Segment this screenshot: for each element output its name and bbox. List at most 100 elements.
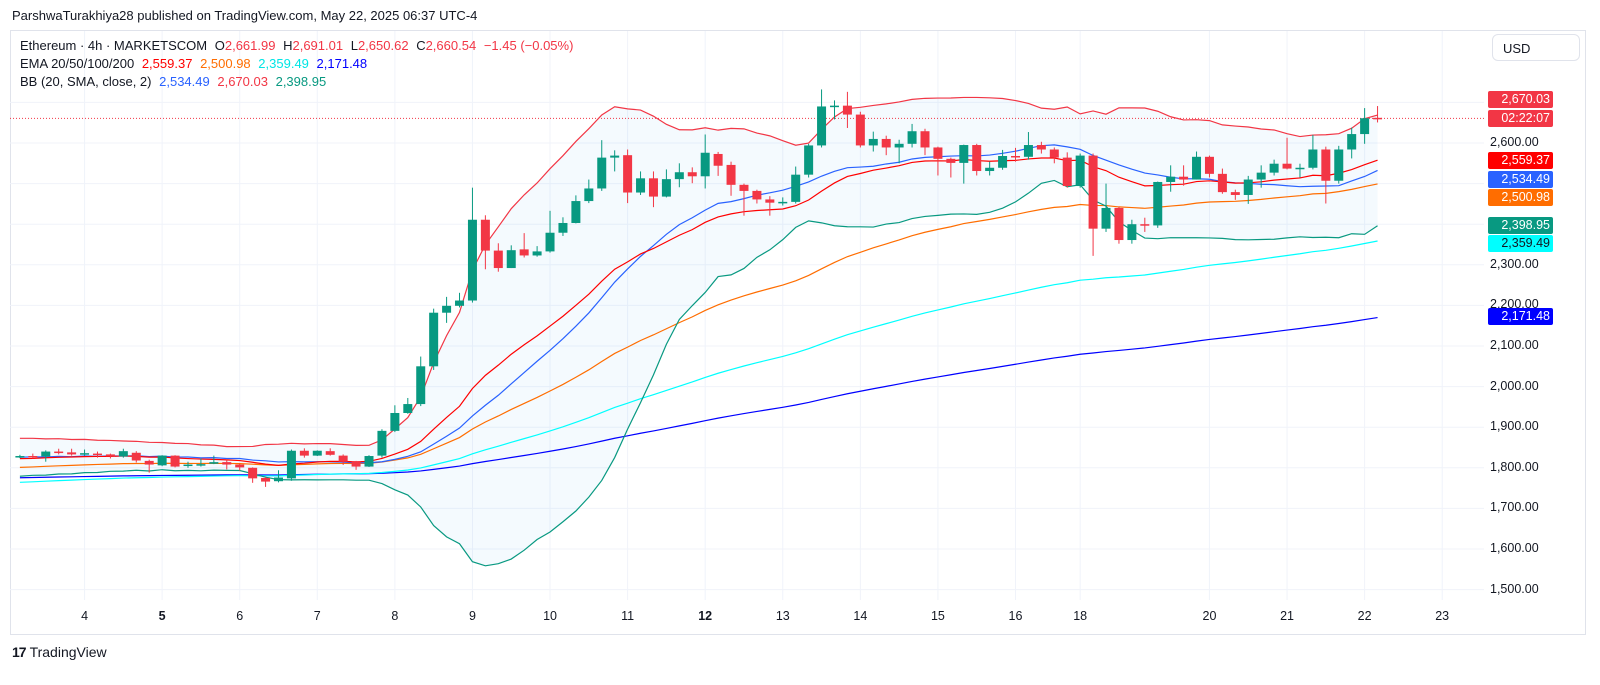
candle[interactable] xyxy=(623,149,633,204)
candle[interactable] xyxy=(1347,127,1357,159)
candle[interactable] xyxy=(351,460,361,470)
candle[interactable] xyxy=(54,448,64,455)
candle[interactable] xyxy=(674,163,684,188)
candle[interactable] xyxy=(610,150,620,172)
candle[interactable] xyxy=(791,166,801,204)
candle[interactable] xyxy=(299,448,309,458)
candle[interactable] xyxy=(1166,165,1176,192)
candle[interactable] xyxy=(584,179,594,204)
candle[interactable] xyxy=(1295,163,1305,178)
candle[interactable] xyxy=(1140,217,1150,232)
candle[interactable] xyxy=(1282,137,1292,170)
candle[interactable] xyxy=(1373,106,1383,123)
candle[interactable] xyxy=(894,139,904,164)
candle[interactable] xyxy=(286,449,296,481)
candle[interactable] xyxy=(1321,146,1331,204)
candle[interactable] xyxy=(597,140,607,191)
candle[interactable] xyxy=(480,215,490,270)
candle[interactable] xyxy=(131,451,141,463)
candle[interactable] xyxy=(1269,159,1279,176)
candle[interactable] xyxy=(455,292,465,308)
candle[interactable] xyxy=(1036,141,1046,154)
candle[interactable] xyxy=(1114,206,1124,244)
candle[interactable] xyxy=(1127,219,1137,244)
candle[interactable] xyxy=(144,459,154,473)
candle[interactable] xyxy=(752,189,762,204)
candle[interactable] xyxy=(881,135,891,156)
candle[interactable] xyxy=(209,455,219,465)
currency-button[interactable]: USD xyxy=(1492,34,1580,61)
candle[interactable] xyxy=(105,453,115,459)
candle[interactable] xyxy=(312,450,322,457)
candle[interactable] xyxy=(67,448,77,456)
candle[interactable] xyxy=(855,111,865,148)
candle[interactable] xyxy=(842,91,852,128)
candle[interactable] xyxy=(28,453,38,459)
candle[interactable] xyxy=(1011,147,1021,162)
legend-bb-row[interactable]: BB (20, SMA, close, 2) 2,534.49 2,670.03… xyxy=(20,74,330,89)
candle[interactable] xyxy=(118,448,128,458)
candle[interactable] xyxy=(183,461,193,468)
candle[interactable] xyxy=(713,151,723,176)
candle[interactable] xyxy=(416,356,426,407)
candle[interactable] xyxy=(532,246,542,257)
candle[interactable] xyxy=(429,308,439,370)
legend-ema-row[interactable]: EMA 20/50/100/200 2,559.37 2,500.98 2,35… xyxy=(20,56,371,71)
candle[interactable] xyxy=(1062,152,1072,188)
candle[interactable] xyxy=(274,470,283,483)
candle[interactable] xyxy=(92,451,102,458)
candle[interactable] xyxy=(222,459,232,470)
candle[interactable] xyxy=(1204,155,1214,178)
candle[interactable] xyxy=(170,455,180,468)
candle[interactable] xyxy=(571,195,581,224)
candle[interactable] xyxy=(648,171,658,208)
candle[interactable] xyxy=(778,197,788,206)
candle[interactable] xyxy=(1075,153,1085,188)
candle[interactable] xyxy=(41,450,51,462)
candle[interactable] xyxy=(907,123,917,148)
candle[interactable] xyxy=(248,467,258,483)
legend-symbol-row[interactable]: Ethereum · 4h · MARKETSCOM O2,661.99 H2,… xyxy=(20,38,577,53)
candle[interactable] xyxy=(519,233,529,258)
candle[interactable] xyxy=(403,397,413,414)
candle[interactable] xyxy=(829,100,839,120)
candle[interactable] xyxy=(1360,108,1370,144)
candle[interactable] xyxy=(661,169,671,198)
ema-label[interactable]: EMA 20/50/100/200 xyxy=(20,56,135,71)
candle[interactable] xyxy=(338,454,348,465)
candle[interactable] xyxy=(1023,132,1033,160)
candle[interactable] xyxy=(920,128,930,156)
candle[interactable] xyxy=(804,143,814,178)
tradingview-logo[interactable]: 17 TradingView xyxy=(12,644,107,660)
candle[interactable] xyxy=(1308,134,1318,170)
candle[interactable] xyxy=(364,455,374,467)
candle[interactable] xyxy=(687,167,697,184)
candle[interactable] xyxy=(985,161,995,176)
candle[interactable] xyxy=(235,463,245,471)
candle[interactable] xyxy=(636,171,646,195)
candle[interactable] xyxy=(558,217,568,236)
candle[interactable] xyxy=(442,296,452,323)
candle[interactable] xyxy=(998,149,1008,170)
candle[interactable] xyxy=(15,454,25,459)
candle[interactable] xyxy=(1192,151,1202,180)
candle[interactable] xyxy=(700,134,710,189)
candle[interactable] xyxy=(1217,168,1227,194)
candle[interactable] xyxy=(1088,153,1098,256)
candle[interactable] xyxy=(1101,183,1111,232)
symbol-label[interactable]: Ethereum · 4h · MARKETSCOM xyxy=(20,38,208,53)
candle[interactable] xyxy=(1230,189,1240,200)
bb-label[interactable]: BB (20, SMA, close, 2) xyxy=(20,74,152,89)
candle[interactable] xyxy=(157,455,167,467)
candle[interactable] xyxy=(1243,175,1253,204)
candle[interactable] xyxy=(325,448,335,456)
candle[interactable] xyxy=(1256,165,1266,188)
candle[interactable] xyxy=(946,157,956,178)
candle[interactable] xyxy=(959,144,969,184)
candle[interactable] xyxy=(972,143,982,176)
candle[interactable] xyxy=(1179,165,1189,186)
candle[interactable] xyxy=(817,89,827,148)
candle[interactable] xyxy=(80,449,90,456)
candle[interactable] xyxy=(1049,147,1059,164)
